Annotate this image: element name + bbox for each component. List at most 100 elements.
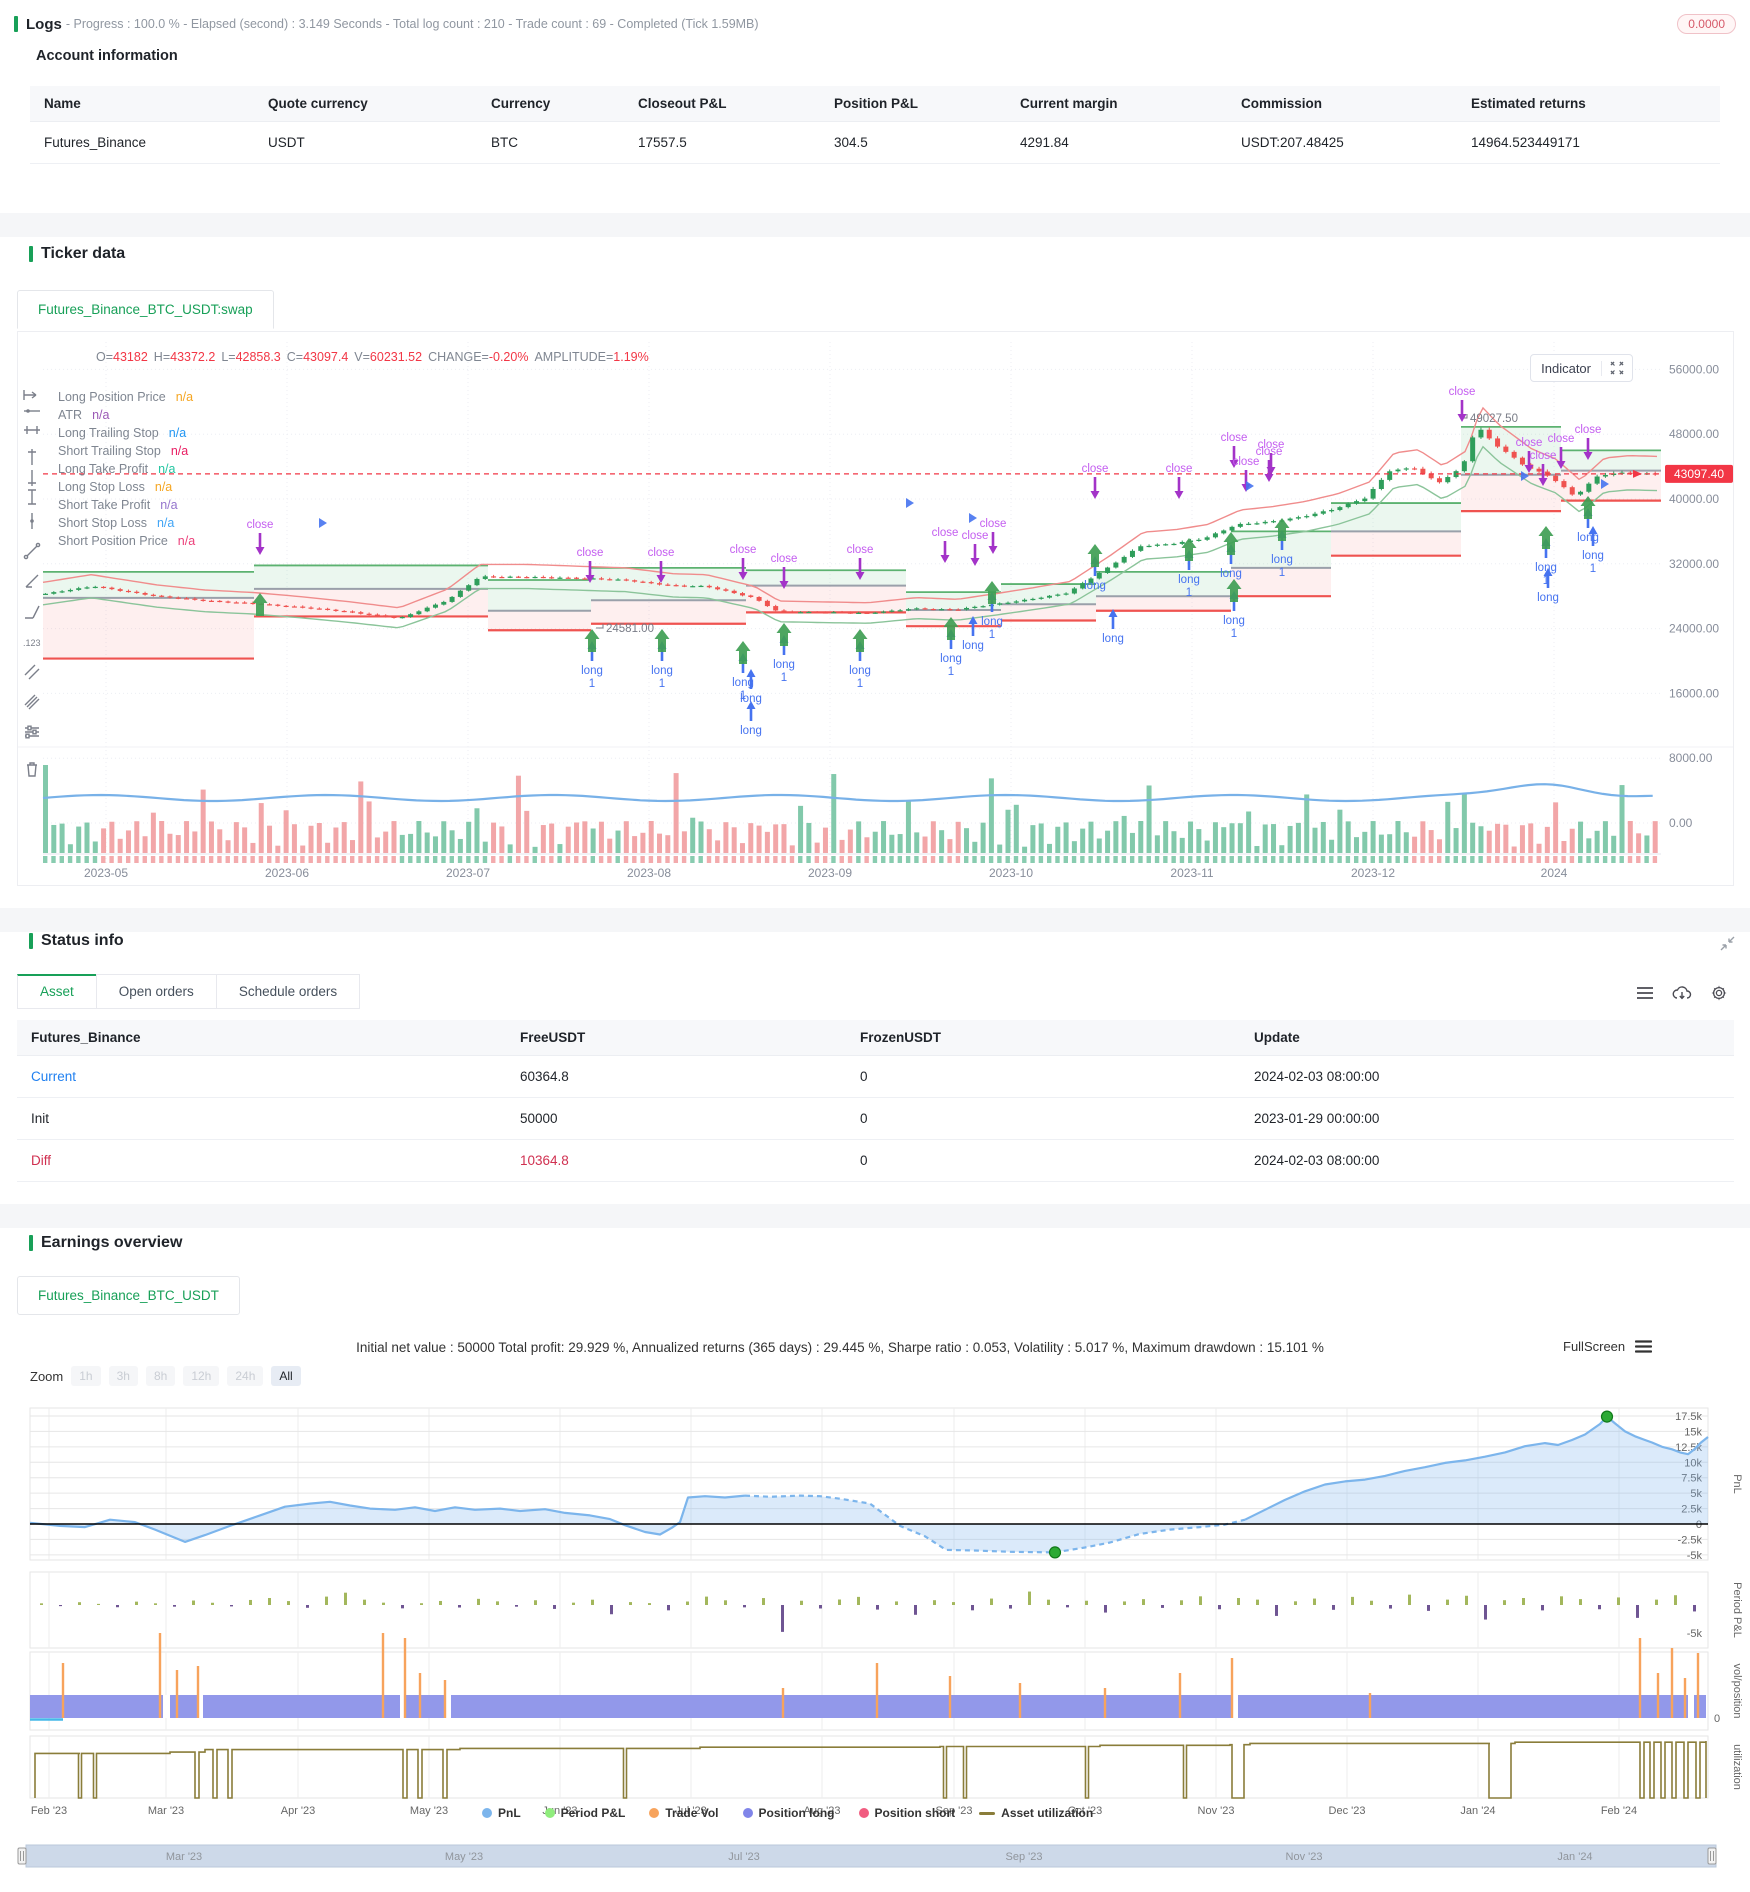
candlestick-chart[interactable]: 43097.40 56000.00 48000.00 40000.00 32000.00… <box>18 332 1733 885</box>
vertical-tick-bottom-tool-icon[interactable] <box>28 470 36 486</box>
svg-text:long: long <box>732 677 754 689</box>
free-usdt-init: 50000 <box>506 1097 846 1140</box>
earnings-chart[interactable]: 17.5k 15k 12.5k 10k 7.5k 5k 2.5k 0 -2.5k -5k -5k 0 P… <box>0 1400 1750 1880</box>
status-row-diff: Diff 10364.8 0 2024-02-03 08:00:00 <box>17 1139 1734 1182</box>
legend-item-asset-utilization[interactable]: Asset utilization <box>979 1806 1093 1820</box>
price-arrow-tool-icon[interactable] <box>23 390 37 400</box>
zoom-button-1h[interactable]: 1h <box>71 1366 101 1386</box>
svg-text:long: long <box>940 653 962 665</box>
status-tabs: Asset Open orders Schedule orders <box>17 974 361 1009</box>
svg-text:close: close <box>730 544 757 556</box>
zoom-button-12h[interactable]: 12h <box>183 1366 220 1386</box>
svg-text:Jul '23: Jul '23 <box>675 1805 706 1817</box>
col-estimated-returns: Estimated returns <box>1457 86 1720 122</box>
svg-text:Dec '23: Dec '23 <box>1329 1805 1366 1817</box>
earnings-section-title: Earnings overview <box>29 1234 182 1252</box>
legend-item-pnl[interactable]: PnL <box>482 1806 521 1820</box>
angle-line-tool-icon[interactable] <box>25 605 40 619</box>
svg-text:long: long <box>651 665 673 677</box>
menu-icon[interactable] <box>1636 986 1654 1005</box>
svg-text:Apr '23: Apr '23 <box>281 1805 316 1817</box>
account-table: Name Quote currency Currency Closeout P&… <box>30 86 1720 164</box>
svg-text:Nov '23: Nov '23 <box>1198 1805 1235 1817</box>
legend-item-position-long[interactable]: Position long <box>742 1806 835 1820</box>
status-row-current: Current 60364.8 0 2024-02-03 08:00:00 <box>17 1055 1734 1098</box>
tab-asset[interactable]: Asset <box>17 974 97 1009</box>
col-frozen-usdt: FrozenUSDT <box>846 1020 1240 1056</box>
number-note-tool-icon[interactable]: .123 <box>23 638 41 648</box>
svg-text:-5k: -5k <box>1687 1628 1703 1640</box>
fullscreen-label[interactable]: FullScreen <box>1563 1339 1626 1354</box>
svg-text:1: 1 <box>948 666 954 678</box>
svg-text:0: 0 <box>1714 1713 1720 1725</box>
legend-item-period-p-l[interactable]: Period P&L <box>544 1806 625 1820</box>
svg-text:40000.00: 40000.00 <box>1669 492 1719 506</box>
section-accent-bar <box>14 16 18 32</box>
legend-dot-icon <box>649 1808 660 1818</box>
svg-text:long: long <box>740 693 762 705</box>
svg-text:49027.50: 49027.50 <box>1470 413 1518 425</box>
status-table-header: Futures_Binance FreeUSDT FrozenUSDT Upda… <box>17 1020 1734 1056</box>
free-usdt-diff: 10364.8 <box>506 1139 846 1182</box>
fullscreen-control[interactable]: FullScreen <box>1563 1339 1653 1354</box>
status-row-init: Init 50000 0 2023-01-29 00:00:00 <box>17 1097 1734 1140</box>
svg-text:PnL: PnL <box>1731 1474 1743 1494</box>
indicator-button[interactable]: Indicator <box>1530 354 1633 382</box>
indicator-button-label[interactable]: Indicator <box>1531 360 1602 376</box>
col-free-usdt: FreeUSDT <box>506 1020 846 1056</box>
zoom-button-24h[interactable]: 24h <box>227 1366 264 1386</box>
svg-text:43097.40: 43097.40 <box>1674 467 1724 481</box>
horizontal-line-tool-icon[interactable] <box>24 409 40 413</box>
svg-text:1: 1 <box>1279 567 1285 579</box>
tab-schedule-orders[interactable]: Schedule orders <box>215 974 361 1009</box>
indicator-sliders-tool-icon[interactable] <box>25 725 39 739</box>
svg-text:2023-05: 2023-05 <box>84 866 128 880</box>
svg-text:close: close <box>1516 437 1543 449</box>
legend-item-position-short[interactable]: Position short <box>858 1806 955 1820</box>
svg-text:32000.00: 32000.00 <box>1669 557 1719 571</box>
svg-text:1: 1 <box>659 678 665 690</box>
svg-text:long: long <box>981 616 1003 628</box>
logs-count-badge[interactable]: 0.0000 <box>1677 14 1736 34</box>
ticker-tab[interactable]: Futures_Binance_BTC_USDT:swap <box>17 290 274 329</box>
cell-quote-currency: USDT <box>254 121 477 164</box>
vertical-tick-top-tool-icon[interactable] <box>28 449 36 465</box>
svg-text:utilization: utilization <box>1731 1744 1743 1790</box>
col-closeout-pnl: Closeout P&L <box>624 86 820 122</box>
zoom-button-all[interactable]: All <box>271 1366 301 1386</box>
row-label-current[interactable]: Current <box>17 1055 506 1098</box>
price-range-tool-icon[interactable] <box>28 489 36 505</box>
trend-line-tool-icon[interactable] <box>23 542 41 560</box>
vertical-line-tool-icon[interactable] <box>30 513 34 529</box>
navigator-left-handle[interactable] <box>17 1847 27 1865</box>
tab-open-orders[interactable]: Open orders <box>95 974 217 1009</box>
earnings-stats: Initial net value : 50000 Total profit: … <box>356 1340 1324 1355</box>
parallel-channel-tool-icon[interactable] <box>24 664 40 680</box>
update-diff: 2024-02-03 08:00:00 <box>1240 1139 1734 1182</box>
cell-currency: BTC <box>477 121 624 164</box>
pitchfork-tool-icon[interactable] <box>24 694 40 710</box>
collapse-icon[interactable] <box>1720 936 1735 956</box>
svg-text:2023-11: 2023-11 <box>1170 866 1213 880</box>
gear-icon[interactable] <box>1710 984 1728 1007</box>
logs-summary: - Progress : 100.0 % - Elapsed (second) … <box>65 17 759 31</box>
ray-line-tool-icon[interactable] <box>25 574 39 588</box>
chart-menu-icon[interactable] <box>1635 1340 1653 1353</box>
col-name: Name <box>30 86 254 122</box>
svg-text:2024: 2024 <box>1541 866 1568 880</box>
svg-text:close: close <box>247 519 274 531</box>
cloud-download-icon[interactable] <box>1672 985 1692 1006</box>
cell-name: Futures_Binance <box>30 121 254 164</box>
svg-text:long: long <box>773 659 795 671</box>
svg-text:close: close <box>1221 432 1248 444</box>
zoom-button-3h[interactable]: 3h <box>108 1366 138 1386</box>
cell-current-margin: 4291.84 <box>1006 121 1227 164</box>
horizontal-range-tool-icon[interactable] <box>24 426 40 434</box>
expand-icon[interactable] <box>1602 361 1632 375</box>
delete-tool-icon[interactable] <box>27 762 37 777</box>
earnings-tab[interactable]: Futures_Binance_BTC_USDT <box>17 1276 240 1315</box>
svg-text:Mar '23: Mar '23 <box>148 1805 184 1817</box>
navigator-right-handle[interactable] <box>1707 1847 1717 1865</box>
zoom-button-8h[interactable]: 8h <box>145 1366 176 1386</box>
legend-item-trade-vol[interactable]: Trade Vol <box>649 1806 719 1820</box>
